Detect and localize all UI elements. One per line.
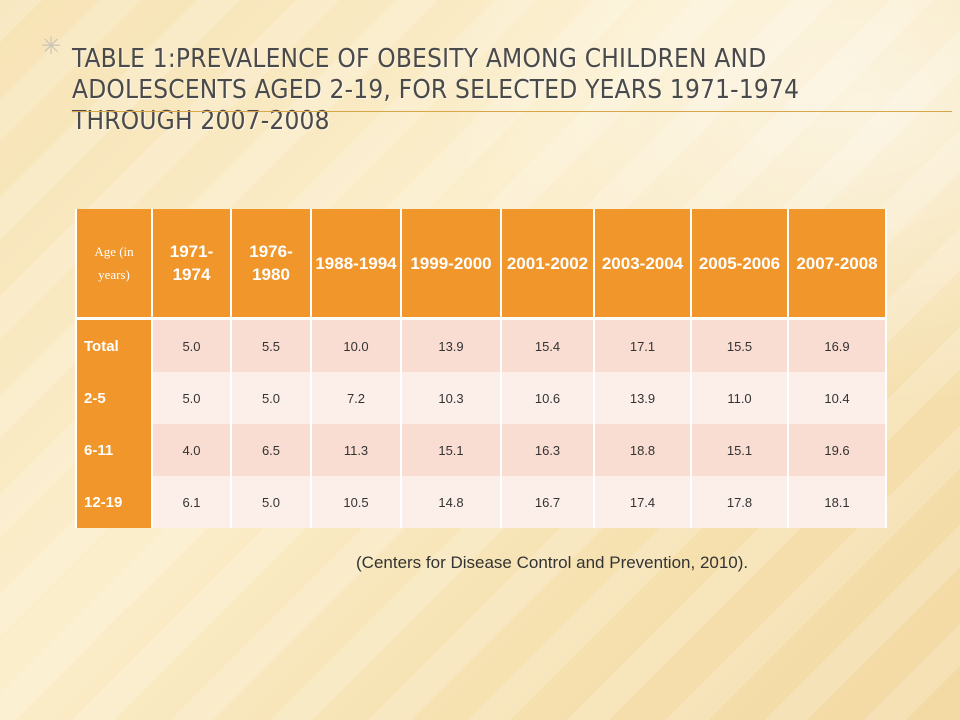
table-cell: 11.0 [690,372,789,424]
column-header: 2001-2002 [500,209,595,320]
row-label: 6-11 [75,424,153,476]
table-cell: 18.8 [593,424,692,476]
star-bullet-icon: ✳ [40,33,62,60]
column-header: 2007-2008 [787,209,887,320]
table-cell: 5.0 [151,372,232,424]
table-cell: 15.4 [500,318,595,372]
table-cell: 7.2 [310,372,402,424]
table-cell: 13.9 [593,372,692,424]
column-header: 1988-1994 [310,209,402,320]
table-cell: 6.5 [230,424,312,476]
source-citation: (Centers for Disease Control and Prevent… [356,553,749,572]
column-header: 1971-1974 [151,209,232,320]
column-header: 2003-2004 [593,209,692,320]
slide-title: Table 1:Prevalence of obesity among chil… [72,44,800,136]
table-row: Total 5.0 5.5 10.0 13.9 15.4 17.1 15.5 1… [75,318,887,372]
table-cell: 5.5 [230,318,312,372]
column-header: 1976-1980 [230,209,312,320]
table-cell: 17.4 [593,476,692,528]
row-label: 12-19 [75,476,153,528]
title-divider [72,111,952,112]
obesity-prevalence-table: Age (in years) 1971-1974 1976-1980 1988-… [75,209,887,528]
table-row: 12-19 6.1 5.0 10.5 14.8 16.7 17.4 17.8 1… [75,476,887,528]
table-cell: 19.6 [787,424,887,476]
table-cell: 10.5 [310,476,402,528]
table-cell: 18.1 [787,476,887,528]
table-cell: 15.5 [690,318,789,372]
table-cell: 16.3 [500,424,595,476]
column-header: 2005-2006 [690,209,789,320]
table-cell: 16.7 [500,476,595,528]
table-cell: 15.1 [400,424,502,476]
table-cell: 14.8 [400,476,502,528]
table-cell: 17.1 [593,318,692,372]
table-cell: 17.8 [690,476,789,528]
table-row: 2-5 5.0 5.0 7.2 10.3 10.6 13.9 11.0 10.4 [75,372,887,424]
column-header: 1999-2000 [400,209,502,320]
table-cell: 10.4 [787,372,887,424]
table-cell: 11.3 [310,424,402,476]
row-label: Total [75,318,153,372]
table-header-row: Age (in years) 1971-1974 1976-1980 1988-… [75,209,887,320]
table-cell: 6.1 [151,476,232,528]
table-cell: 4.0 [151,424,232,476]
table-cell: 10.6 [500,372,595,424]
column-header-age: Age (in years) [75,209,153,320]
row-label: 2-5 [75,372,153,424]
table-cell: 13.9 [400,318,502,372]
table-cell: 10.0 [310,318,402,372]
table-cell: 16.9 [787,318,887,372]
table-cell: 10.3 [400,372,502,424]
table-cell: 5.0 [151,318,232,372]
table-cell: 15.1 [690,424,789,476]
table-cell: 5.0 [230,372,312,424]
table-cell: 5.0 [230,476,312,528]
table-row: 6-11 4.0 6.5 11.3 15.1 16.3 18.8 15.1 19… [75,424,887,476]
